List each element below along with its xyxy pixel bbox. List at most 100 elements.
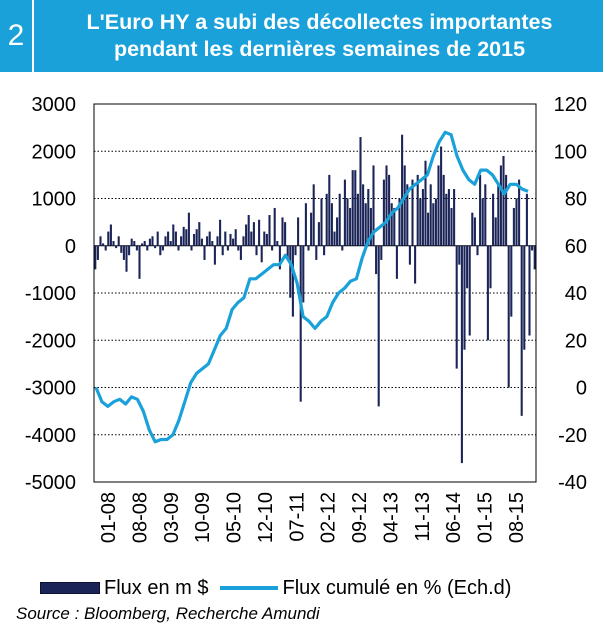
right-tick-label: 0 [576, 378, 587, 400]
flow-bar [239, 245, 242, 260]
flow-bar [284, 222, 287, 246]
flow-bar [115, 245, 118, 249]
flow-bar [250, 231, 253, 246]
flow-bar [252, 222, 255, 246]
x-tick-label: 10-09 [192, 492, 214, 543]
flow-bar [406, 184, 409, 246]
x-tick-label: 04-13 [380, 492, 402, 543]
flow-bar [393, 207, 396, 246]
legend-label-bars: Flux en m $ [104, 576, 209, 599]
flow-bar [242, 236, 245, 246]
flow-bar [143, 241, 146, 246]
flow-bar [263, 231, 266, 246]
right-tick-label: 100 [554, 141, 587, 163]
flow-bar [265, 233, 268, 246]
flow-bar [307, 245, 310, 251]
flow-bar [299, 245, 302, 402]
flow-bar [190, 245, 193, 251]
legend: Flux en m $ Flux cumulé en % (Ech.d) [40, 573, 523, 603]
chart-title: L'Euro HY a subi des décollectes importa… [36, 0, 603, 72]
flow-bar [533, 245, 536, 270]
flow-bar [310, 212, 313, 246]
left-tick-label: -3000 [25, 378, 76, 400]
flow-bar [286, 245, 289, 260]
flow-bar [343, 179, 346, 246]
flow-bar [479, 174, 482, 246]
flow-bar [177, 245, 180, 251]
flow-bar [455, 245, 458, 369]
flow-bar [312, 184, 315, 246]
flow-bar [156, 231, 159, 246]
flow-bar [315, 245, 318, 260]
flow-bar [424, 160, 427, 246]
flow-bar [421, 189, 424, 246]
legend-swatch-bars [40, 582, 100, 594]
flow-bar [245, 224, 248, 246]
flow-bar [148, 238, 151, 246]
flow-bar [492, 193, 495, 246]
flow-bar [525, 193, 528, 246]
legend-label-line: Flux cumulé en % (Ech.d) [282, 576, 512, 599]
flow-bar [120, 245, 123, 253]
flow-bar [154, 245, 157, 249]
x-tick-label: 05-10 [224, 492, 246, 543]
flow-bar [453, 189, 456, 246]
flow-bar [356, 193, 359, 246]
flow-bar [351, 170, 354, 246]
flow-bar [330, 203, 333, 246]
flow-bar [523, 245, 526, 350]
flow-bar [515, 198, 518, 246]
flow-bar [367, 189, 370, 246]
flow-bar [427, 212, 430, 246]
flow-bar [200, 238, 203, 246]
x-tick-label: 11-13 [412, 492, 434, 542]
flow-bar [125, 245, 128, 272]
flow-bar [128, 245, 131, 256]
flow-bar [419, 198, 422, 246]
flow-bar [224, 231, 227, 246]
flow-bar [476, 245, 479, 256]
flow-bar [437, 165, 440, 246]
x-tick-label: 12-10 [255, 492, 277, 543]
chart-number-badge: 2 [0, 0, 34, 72]
flow-bar [151, 236, 154, 246]
flow-bar [489, 245, 492, 289]
flow-bar [429, 184, 432, 246]
flow-bar [159, 245, 162, 256]
chart-title-line1: L'Euro HY a subi des décollectes importa… [86, 10, 553, 34]
flow-bar [302, 245, 305, 303]
flow-bar [398, 198, 401, 246]
flow-bar [133, 241, 136, 246]
flow-bar [520, 245, 523, 416]
flow-bar [258, 219, 261, 246]
flow-bar [377, 245, 380, 407]
flow-bar [518, 179, 521, 246]
flow-bar [450, 207, 453, 246]
flow-bar [99, 236, 102, 246]
flow-bar [507, 245, 510, 388]
flow-bar [338, 193, 341, 246]
legend-item-bars: Flux en m $ [40, 577, 208, 600]
flow-bar [328, 174, 331, 246]
flow-bar [481, 198, 484, 246]
flow-bar [414, 245, 417, 284]
right-tick-label: 60 [565, 236, 587, 258]
flow-bar [169, 241, 172, 246]
flow-bar [247, 215, 250, 246]
flow-bar [484, 184, 487, 246]
cumulative-flow-line [94, 130, 529, 444]
flow-bar [408, 245, 411, 265]
left-tick-label: -2000 [25, 330, 76, 352]
flow-bar [466, 245, 469, 289]
flow-bar [221, 245, 224, 256]
flow-bar [502, 155, 505, 246]
flow-bar [104, 245, 107, 251]
flow-bar [442, 174, 445, 246]
flow-bar [141, 243, 144, 246]
flow-bar [229, 233, 232, 246]
flow-bar [273, 207, 276, 246]
flow-bar [94, 245, 97, 270]
flow-bar [281, 217, 284, 246]
flow-bar [130, 238, 133, 246]
flow-bar [117, 236, 120, 246]
